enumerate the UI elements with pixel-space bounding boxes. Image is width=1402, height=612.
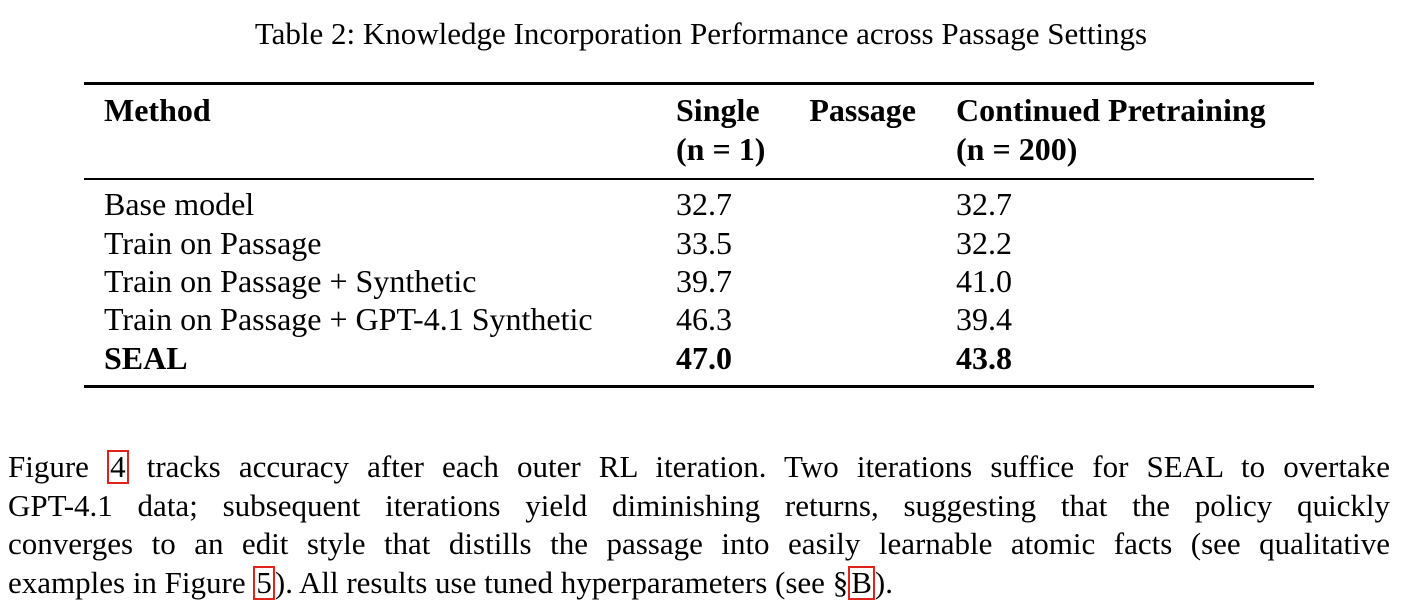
header-single-n: (n = 1): [676, 131, 766, 167]
table-header-rule: [84, 178, 1314, 180]
paragraph-text: tracks accuracy after each outer RL iter…: [128, 449, 1390, 484]
paragraph-line: GPT-4.1 data; subsequent iterations yiel…: [8, 487, 1390, 523]
table-row-method: Base model: [104, 186, 255, 222]
table-row-single: 39.7: [676, 263, 732, 299]
table-row-single-best: 47.0: [676, 340, 732, 376]
table-row-continued-best: 43.8: [956, 340, 1012, 376]
table-row-continued: 32.2: [956, 225, 1012, 261]
header-single-word2: Passage: [809, 92, 916, 128]
header-continued-pretraining: Continued Pretraining: [956, 92, 1266, 128]
header-single-word1: Single: [676, 92, 760, 128]
header-continued-n: (n = 200): [956, 131, 1078, 167]
table-row-single: 33.5: [676, 225, 732, 261]
table-row-single: 32.7: [676, 186, 732, 222]
table-row-continued: 32.7: [956, 186, 1012, 222]
header-single-passage: Single Passage: [676, 91, 916, 129]
header-method: Method: [104, 92, 211, 128]
figure-4-link[interactable]: 4: [107, 450, 129, 484]
paragraph-line: Figure 4 tracks accuracy after each oute…: [8, 448, 1390, 487]
table-row-single: 46.3: [676, 301, 732, 337]
paragraph-text: Figure: [8, 449, 108, 484]
table-row-method-best: SEAL: [104, 340, 188, 376]
paragraph-line: converges to an edit style that distills…: [8, 526, 1390, 561]
table-top-rule: [84, 82, 1314, 85]
table-row-method: Train on Passage + Synthetic: [104, 263, 477, 299]
table-bottom-rule: [84, 385, 1314, 388]
table-row-continued: 39.4: [956, 301, 1012, 337]
table-row-continued: 41.0: [956, 263, 1012, 299]
table-row-method: Train on Passage: [104, 225, 322, 261]
body-paragraph: Figure 4 tracks accuracy after each oute…: [8, 448, 1390, 602]
table-row-method: Train on Passage + GPT-4.1 Synthetic: [104, 301, 593, 337]
appendix-b-link[interactable]: B: [848, 565, 875, 600]
table-caption: Table 2: Knowledge Incorporation Perform…: [254, 16, 1148, 51]
paragraph-text: ). All results use tuned hyperparameters…: [274, 564, 849, 600]
paragraph-text: examples in Figure: [8, 564, 254, 600]
paragraph-line: examples in Figure 5). All results use t…: [8, 564, 1390, 603]
paragraph-text: ).: [874, 564, 893, 600]
figure-5-link[interactable]: 5: [253, 565, 275, 600]
